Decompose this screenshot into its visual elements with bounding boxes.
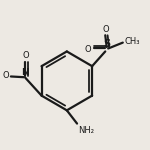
Text: NH₂: NH₂ <box>78 126 94 135</box>
Text: O: O <box>3 71 9 80</box>
Text: O: O <box>85 45 91 54</box>
Text: O: O <box>23 51 30 60</box>
Text: O: O <box>103 25 109 34</box>
Text: S: S <box>103 39 110 49</box>
Text: N: N <box>21 68 28 77</box>
Text: CH₃: CH₃ <box>124 37 140 46</box>
